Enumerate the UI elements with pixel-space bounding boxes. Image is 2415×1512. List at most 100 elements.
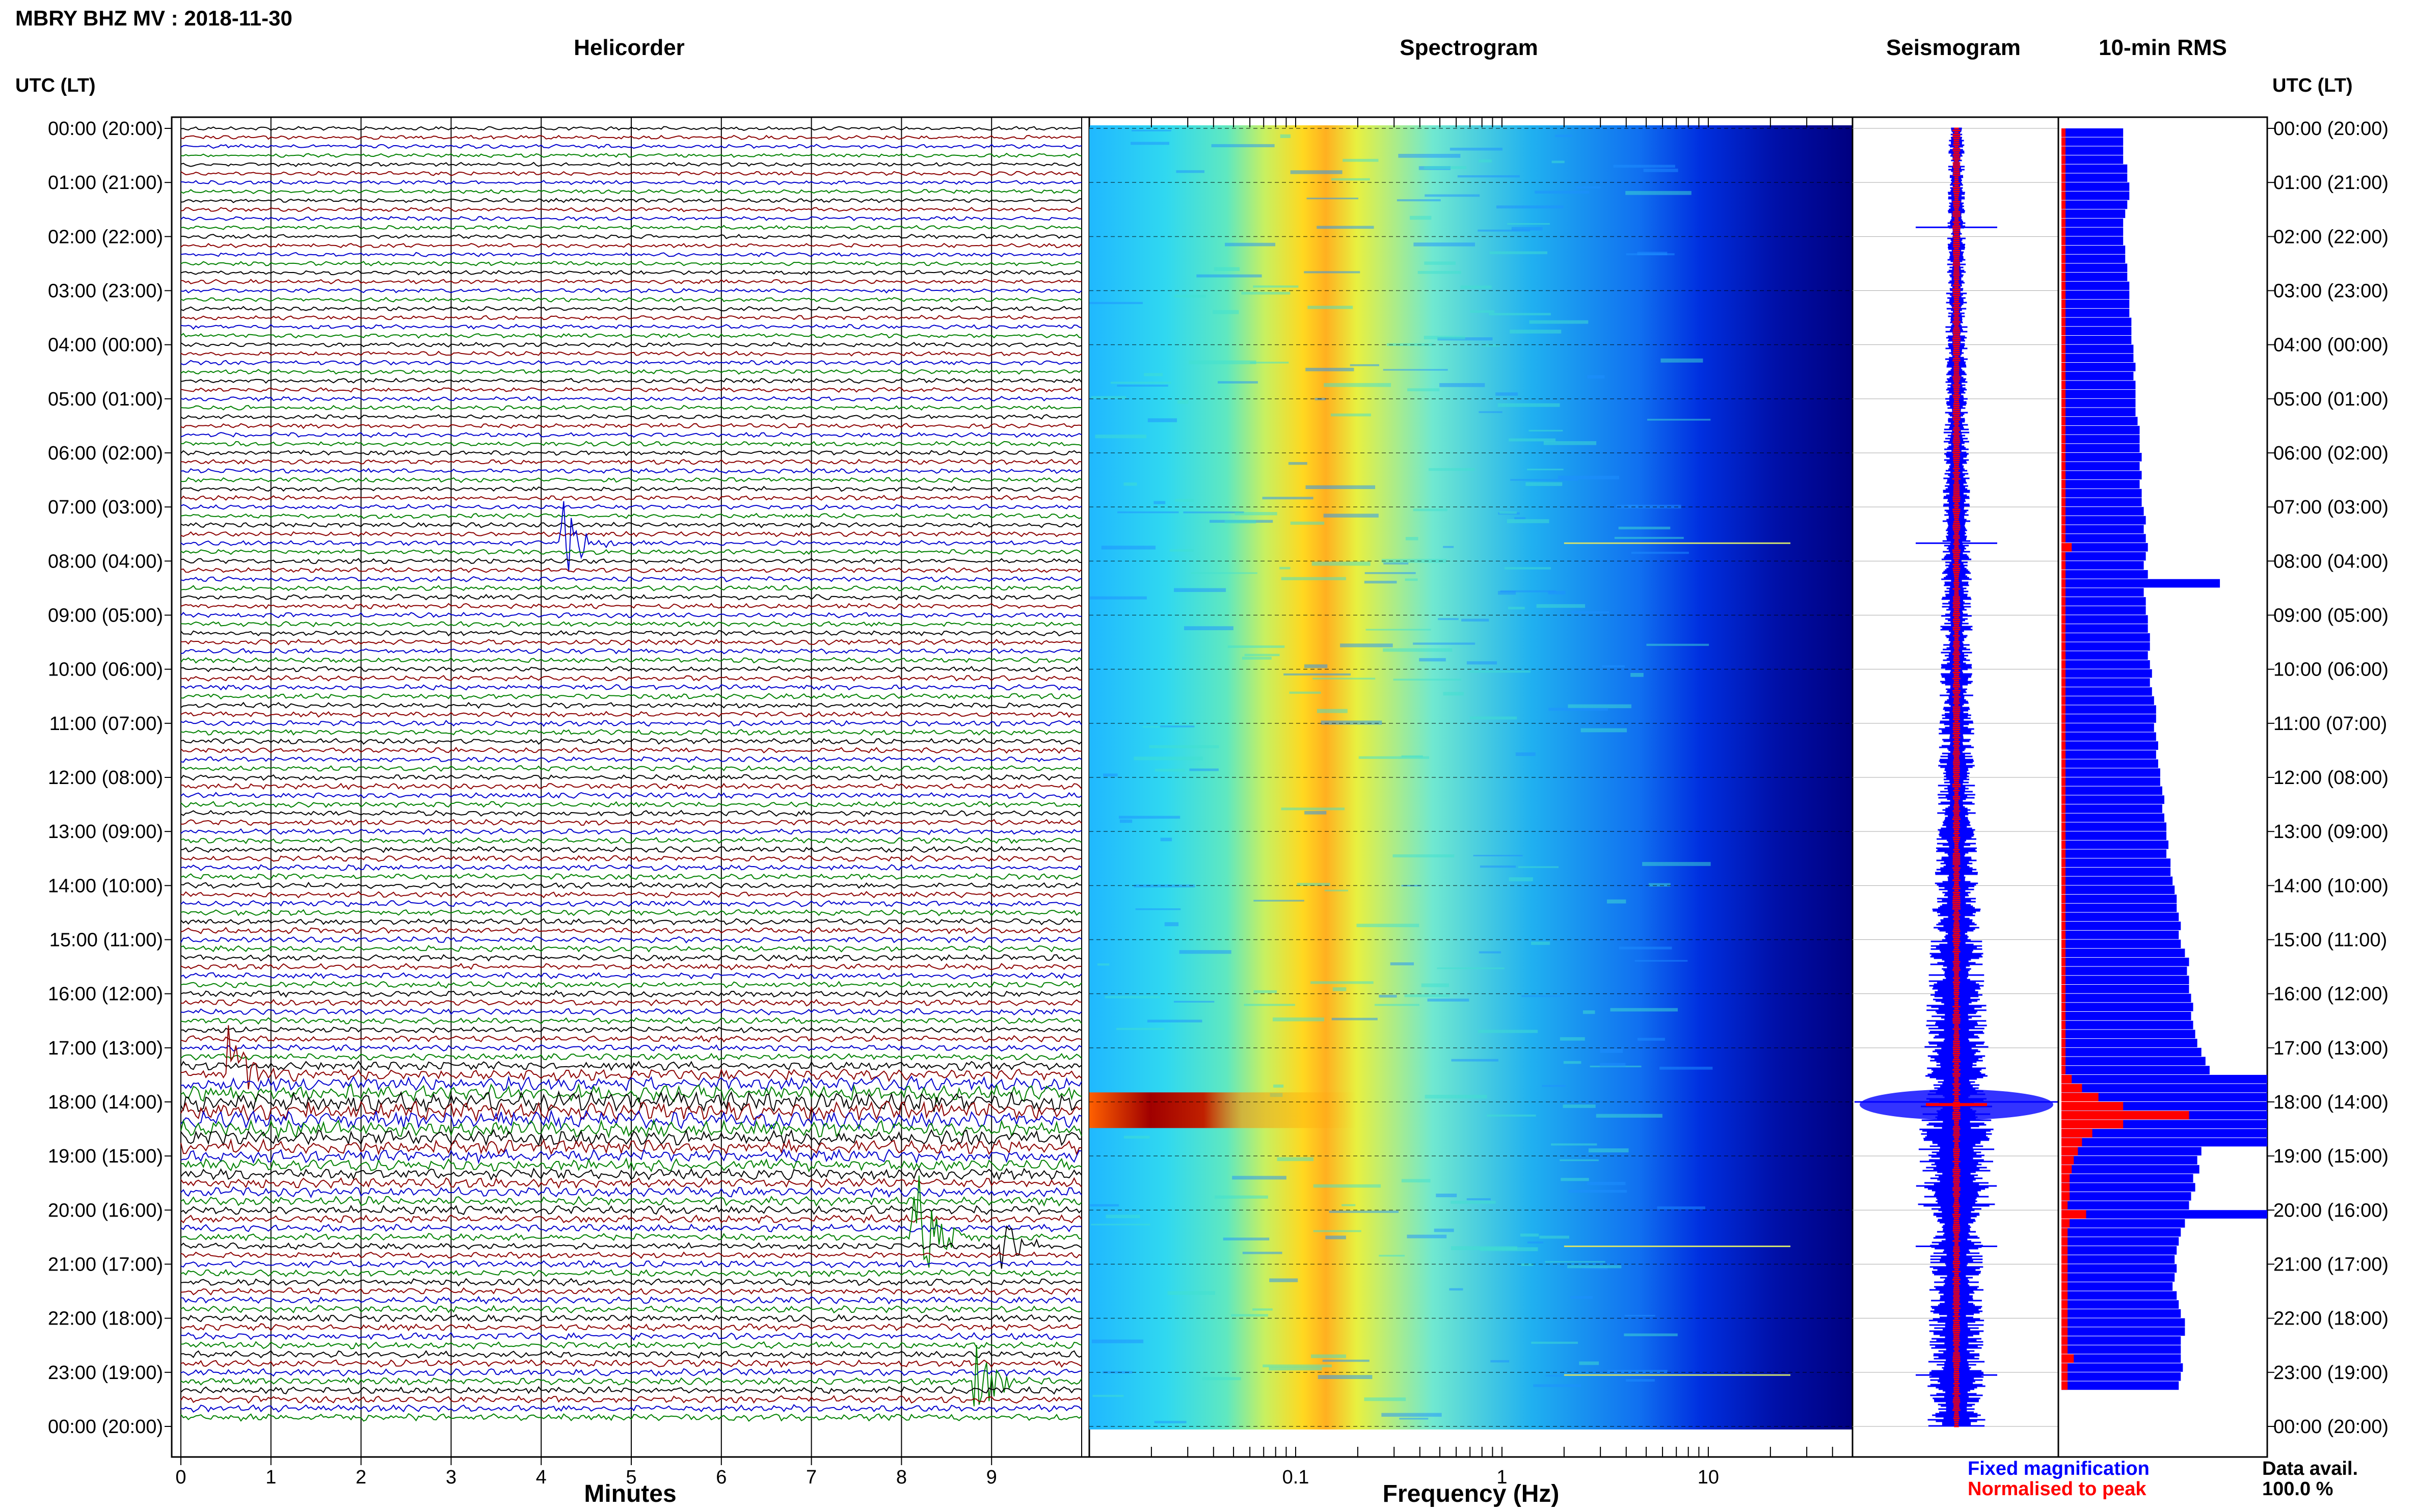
rms-bar-normalised [2061, 885, 2066, 895]
rms-bar-fixed [2061, 1084, 2267, 1093]
spectrogram-texture [1560, 1159, 1599, 1162]
rms-bar-fixed [2061, 1057, 2206, 1066]
helicorder-trace [180, 1035, 1082, 1043]
time-label-left: 05:00 (01:00) [48, 389, 163, 410]
rms-bar-normalised [2061, 723, 2066, 732]
rms-bar-fixed [2061, 182, 2130, 191]
spectrogram-event [1089, 1092, 1853, 1128]
rms-bar-normalised [2061, 246, 2066, 254]
rms-bar-normalised [2061, 444, 2066, 452]
helicorder-trace [180, 333, 1082, 339]
rms-bar-fixed [2061, 651, 2148, 660]
rms-bar-normalised [2061, 570, 2066, 579]
helicorder-trace [180, 729, 1082, 736]
rms-bar-normalised [2061, 417, 2066, 425]
spectrogram-texture [1324, 889, 1349, 892]
rms-bar-fixed [2061, 146, 2124, 155]
spectrogram-texture [1317, 226, 1374, 229]
helicorder-trace [180, 1008, 1082, 1016]
helicorder-trace [180, 1368, 1082, 1377]
spectrogram-texture [1648, 883, 1671, 887]
helicorder-trace [180, 756, 1082, 763]
rms-bar-fixed [2061, 1291, 2177, 1300]
helicorder-trace [180, 819, 1082, 826]
spectrogram-texture [1317, 709, 1348, 713]
helicorder-trace [180, 1075, 1082, 1092]
rms-bar-normalised [2061, 687, 2066, 696]
rms-bar-fixed [2061, 543, 2148, 552]
spectrogram-texture [1213, 310, 1239, 314]
time-label-left: 20:00 (16:00) [48, 1200, 163, 1221]
rms-bar-normalised [2061, 281, 2066, 290]
rms-bar-normalised [2061, 678, 2066, 687]
spectrogram-texture [1482, 344, 1500, 347]
spectrogram-texture [1424, 336, 1465, 340]
rms-bar-fixed [2061, 1003, 2193, 1012]
spectrogram-texture [1525, 482, 1563, 486]
rms-bar-normalised [2061, 615, 2066, 624]
spectrogram-texture [1189, 768, 1219, 771]
spectrogram-texture [1610, 1008, 1678, 1012]
time-label-left: 01:00 (21:00) [48, 172, 163, 194]
spectrogram-texture [1106, 1214, 1140, 1219]
rms-bar-normalised [2061, 840, 2066, 849]
helicorder-trace [180, 909, 1082, 916]
helicorder-trace [180, 585, 1082, 591]
rms-bar-normalised [2061, 1066, 2066, 1074]
rms-bar-normalised [2061, 480, 2066, 489]
helicorder-trace [180, 1386, 1082, 1395]
helicorder-trace [180, 1295, 1082, 1305]
rms-bar-normalised [2061, 804, 2066, 813]
spectrogram-texture [1618, 526, 1671, 530]
seismogram-title: Seismogram [1886, 35, 2021, 60]
helicorder-trace [180, 1278, 1082, 1287]
spectrogram-texture [1515, 752, 1536, 756]
rms-bar-normalised [2061, 1237, 2068, 1246]
spectrogram-texture [1509, 438, 1556, 442]
rms-bar-fixed [2061, 236, 2124, 246]
time-label-left: 16:00 (12:00) [48, 984, 163, 1005]
helicorder-trace [180, 711, 1082, 718]
rms-bar-normalised [2061, 408, 2066, 417]
rms-bar-normalised [2061, 1120, 2124, 1129]
spectrogram-texture [1528, 429, 1563, 431]
spectrogram-texture [1331, 1017, 1378, 1020]
rms-bar-fixed [2061, 507, 2144, 516]
helicorder-trace [180, 944, 1082, 953]
rms-bar-normalised [2061, 128, 2066, 137]
spectrogram-texture [1307, 306, 1353, 309]
rms-bar-normalised [2061, 895, 2066, 903]
spectrogram-texture [1242, 657, 1272, 660]
helicorder-trace [180, 171, 1082, 176]
rms-bar-fixed [2061, 1372, 2181, 1381]
rms-bar-normalised [2061, 516, 2066, 525]
rms-bar-fixed [2061, 1228, 2181, 1237]
rms-bar-normalised [2061, 209, 2066, 218]
spectrogram-texture [1531, 941, 1550, 945]
helicorder-x-tick-label: 7 [806, 1467, 817, 1488]
helicorder-trace [180, 314, 1082, 321]
rms-bar-normalised [2061, 1381, 2068, 1390]
spectrogram-texture [1183, 511, 1244, 514]
spectrogram-texture [1542, 1085, 1566, 1087]
spectrogram-texture [1443, 692, 1464, 696]
helicorder-trace [180, 1083, 1082, 1103]
helicorder-trace [180, 765, 1082, 772]
helicorder-trace [180, 963, 1082, 970]
rms-bar-normalised [2061, 966, 2066, 976]
spectrogram-texture [1466, 661, 1497, 665]
spectrogram-texture [1545, 1374, 1563, 1377]
spectrogram-texture [1527, 468, 1564, 471]
time-label-left: 06:00 (02:00) [48, 443, 163, 464]
helicorder-trace [180, 1251, 1082, 1259]
spectrogram-texture [1567, 1265, 1622, 1268]
rms-bar-fixed [2061, 290, 2130, 300]
helicorder-trace [180, 927, 1082, 934]
time-label-right: 00:00 (20:00) [2273, 118, 2389, 140]
spectrogram-texture [1225, 242, 1276, 247]
spectrogram-texture [1539, 1235, 1569, 1239]
spectrogram-texture [1311, 561, 1371, 566]
time-label-right: 18:00 (14:00) [2273, 1092, 2389, 1113]
spectrogram-texture [1575, 186, 1601, 189]
spectrogram-texture [1211, 144, 1275, 148]
